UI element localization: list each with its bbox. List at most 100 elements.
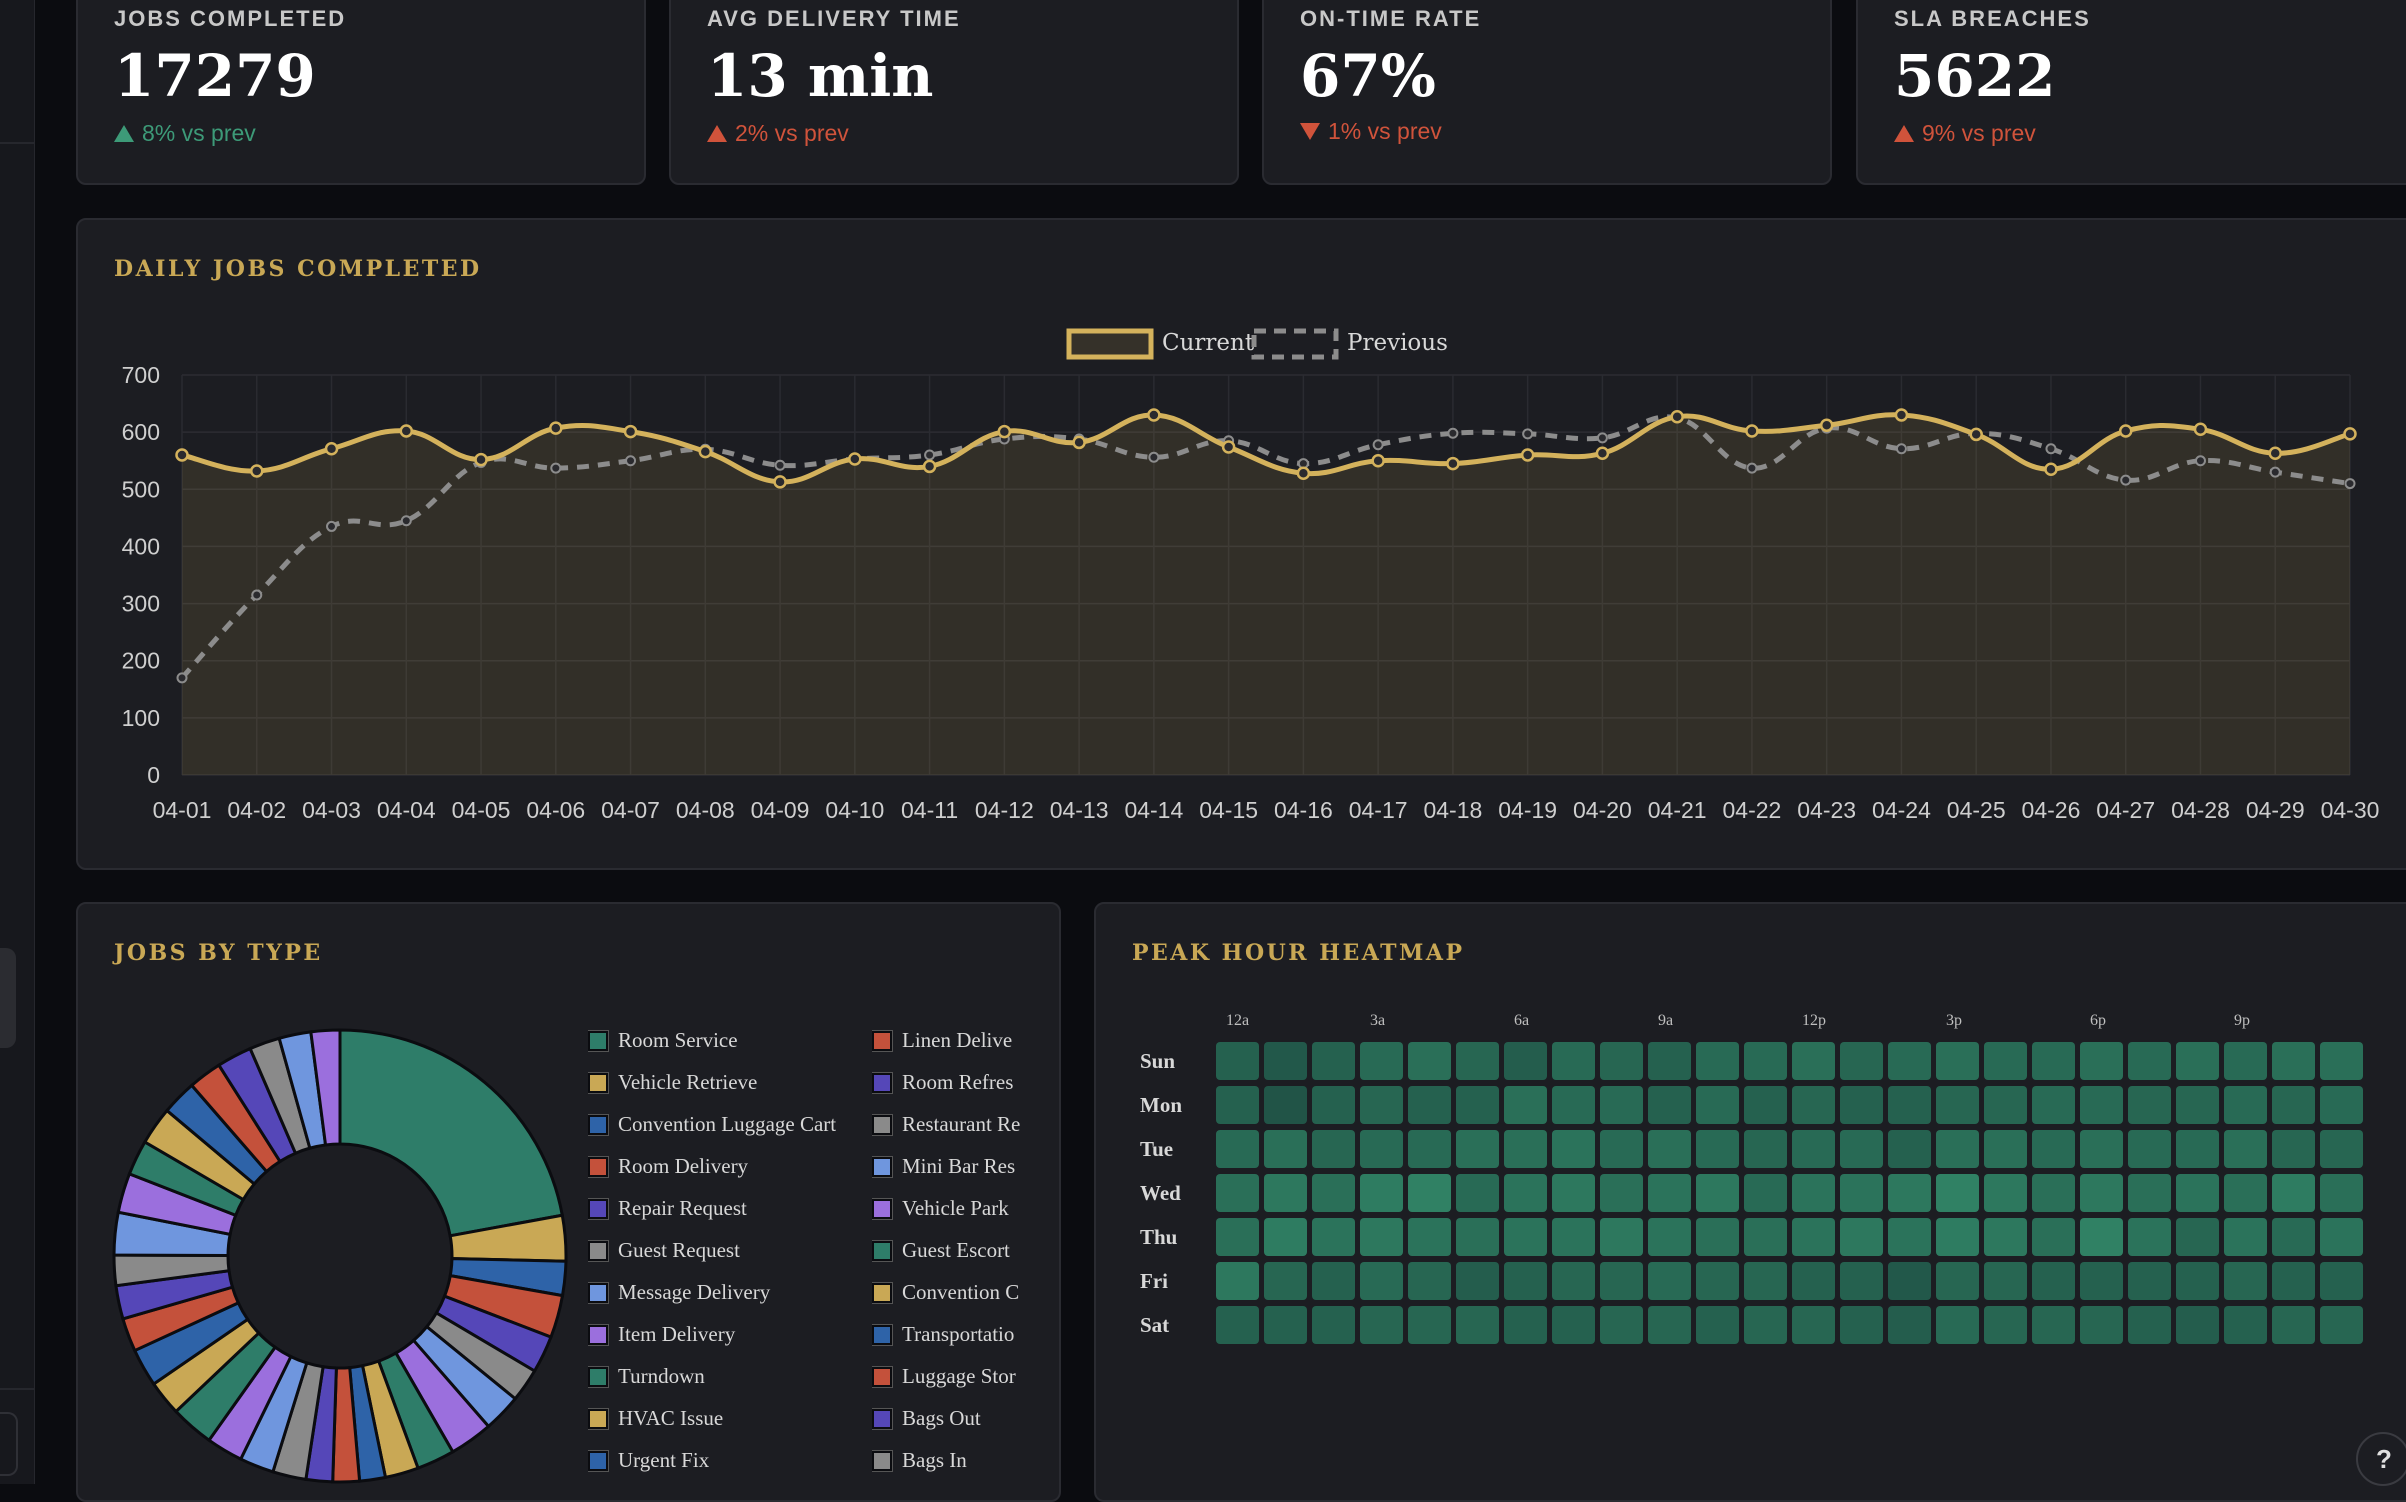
heatmap-cell[interactable] — [1936, 1042, 1979, 1080]
heatmap-cell[interactable] — [2080, 1218, 2123, 1256]
legend-item[interactable]: Turndown — [588, 1364, 864, 1389]
legend-item[interactable]: Guest Escort — [872, 1238, 1058, 1263]
heatmap-cell[interactable] — [1456, 1042, 1499, 1080]
legend-item[interactable]: Room Service — [588, 1028, 864, 1053]
heatmap-cell[interactable] — [1408, 1086, 1451, 1124]
heatmap-cell[interactable] — [2224, 1262, 2267, 1300]
heatmap-cell[interactable] — [2176, 1306, 2219, 1344]
heatmap-cell[interactable] — [1888, 1042, 1931, 1080]
heatmap-cell[interactable] — [1408, 1218, 1451, 1256]
heatmap-cell[interactable] — [2080, 1262, 2123, 1300]
heatmap-cell[interactable] — [1264, 1130, 1307, 1168]
legend-item[interactable]: Message Delivery — [588, 1280, 864, 1305]
heatmap-cell[interactable] — [1744, 1130, 1787, 1168]
heatmap-cell[interactable] — [1360, 1306, 1403, 1344]
heatmap-cell[interactable] — [1456, 1262, 1499, 1300]
heatmap-cell[interactable] — [2176, 1130, 2219, 1168]
heatmap-cell[interactable] — [2320, 1262, 2363, 1300]
heatmap-cell[interactable] — [1696, 1086, 1739, 1124]
legend-item[interactable]: Urgent Fix — [588, 1448, 864, 1473]
legend-item[interactable]: Repair Request — [588, 1196, 864, 1221]
heatmap-cell[interactable] — [1408, 1042, 1451, 1080]
heatmap-cell[interactable] — [1696, 1042, 1739, 1080]
heatmap-cell[interactable] — [1264, 1174, 1307, 1212]
heatmap-cell[interactable] — [2224, 1130, 2267, 1168]
heatmap-cell[interactable] — [1840, 1042, 1883, 1080]
heatmap-cell[interactable] — [1312, 1174, 1355, 1212]
heatmap-cell[interactable] — [1600, 1262, 1643, 1300]
heatmap-cell[interactable] — [1744, 1306, 1787, 1344]
heatmap-cell[interactable] — [1936, 1306, 1979, 1344]
heatmap-cell[interactable] — [1216, 1130, 1259, 1168]
legend-item[interactable]: Convention Luggage Cart — [588, 1112, 864, 1137]
heatmap-cell[interactable] — [1936, 1218, 1979, 1256]
heatmap-cell[interactable] — [1696, 1218, 1739, 1256]
heatmap-cell[interactable] — [1984, 1306, 2027, 1344]
heatmap-cell[interactable] — [1360, 1042, 1403, 1080]
heatmap-cell[interactable] — [1744, 1218, 1787, 1256]
heatmap-cell[interactable] — [2320, 1086, 2363, 1124]
heatmap-cell[interactable] — [1600, 1306, 1643, 1344]
heatmap-cell[interactable] — [1504, 1130, 1547, 1168]
heatmap-cell[interactable] — [2176, 1174, 2219, 1212]
heatmap-cell[interactable] — [1600, 1042, 1643, 1080]
heatmap-cell[interactable] — [1648, 1262, 1691, 1300]
heatmap-cell[interactable] — [1696, 1306, 1739, 1344]
heatmap-cell[interactable] — [1984, 1086, 2027, 1124]
heatmap-cell[interactable] — [1840, 1130, 1883, 1168]
heatmap-cell[interactable] — [1552, 1130, 1595, 1168]
heatmap-cell[interactable] — [1888, 1130, 1931, 1168]
heatmap-cell[interactable] — [1456, 1086, 1499, 1124]
heatmap-cell[interactable] — [1792, 1262, 1835, 1300]
heatmap-cell[interactable] — [1792, 1174, 1835, 1212]
heatmap-cell[interactable] — [1696, 1174, 1739, 1212]
heatmap-cell[interactable] — [2032, 1306, 2075, 1344]
heatmap-cell[interactable] — [2032, 1130, 2075, 1168]
heatmap-cell[interactable] — [1744, 1262, 1787, 1300]
heatmap-cell[interactable] — [1648, 1174, 1691, 1212]
heatmap-cell[interactable] — [2224, 1174, 2267, 1212]
heatmap-cell[interactable] — [1264, 1306, 1307, 1344]
heatmap-cell[interactable] — [1792, 1086, 1835, 1124]
heatmap-cell[interactable] — [1456, 1130, 1499, 1168]
legend-item[interactable]: Bags In — [872, 1448, 1058, 1473]
heatmap-cell[interactable] — [2224, 1042, 2267, 1080]
heatmap-cell[interactable] — [1312, 1130, 1355, 1168]
heatmap-cell[interactable] — [1312, 1306, 1355, 1344]
heatmap-cell[interactable] — [1552, 1042, 1595, 1080]
heatmap-cell[interactable] — [1648, 1306, 1691, 1344]
heatmap-cell[interactable] — [1600, 1218, 1643, 1256]
heatmap-cell[interactable] — [1840, 1262, 1883, 1300]
heatmap-cell[interactable] — [1936, 1086, 1979, 1124]
heatmap-cell[interactable] — [2128, 1306, 2171, 1344]
heatmap-cell[interactable] — [1792, 1306, 1835, 1344]
heatmap-cell[interactable] — [2080, 1042, 2123, 1080]
heatmap-cell[interactable] — [1312, 1086, 1355, 1124]
heatmap-cell[interactable] — [2272, 1218, 2315, 1256]
heatmap-cell[interactable] — [1792, 1042, 1835, 1080]
legend-item[interactable]: Convention C — [872, 1280, 1058, 1305]
heatmap-cell[interactable] — [1840, 1306, 1883, 1344]
heatmap-cell[interactable] — [2176, 1262, 2219, 1300]
heatmap-cell[interactable] — [2128, 1262, 2171, 1300]
heatmap-cell[interactable] — [2080, 1130, 2123, 1168]
heatmap-cell[interactable] — [1216, 1306, 1259, 1344]
heatmap-cell[interactable] — [1312, 1042, 1355, 1080]
legend-item[interactable]: Vehicle Park — [872, 1196, 1058, 1221]
heatmap-cell[interactable] — [2176, 1086, 2219, 1124]
heatmap-cell[interactable] — [2128, 1086, 2171, 1124]
heatmap-cell[interactable] — [1648, 1086, 1691, 1124]
heatmap-cell[interactable] — [1600, 1174, 1643, 1212]
heatmap-cell[interactable] — [1552, 1218, 1595, 1256]
sidebar-active-item[interactable] — [0, 948, 16, 1048]
heatmap-cell[interactable] — [1408, 1262, 1451, 1300]
heatmap-cell[interactable] — [1696, 1262, 1739, 1300]
heatmap-cell[interactable] — [2128, 1042, 2171, 1080]
legend-item[interactable]: Transportatio — [872, 1322, 1058, 1347]
heatmap-cell[interactable] — [1744, 1086, 1787, 1124]
heatmap-cell[interactable] — [2224, 1218, 2267, 1256]
heatmap-cell[interactable] — [1840, 1174, 1883, 1212]
heatmap-cell[interactable] — [1264, 1086, 1307, 1124]
heatmap-cell[interactable] — [1456, 1174, 1499, 1212]
heatmap-cell[interactable] — [2080, 1306, 2123, 1344]
